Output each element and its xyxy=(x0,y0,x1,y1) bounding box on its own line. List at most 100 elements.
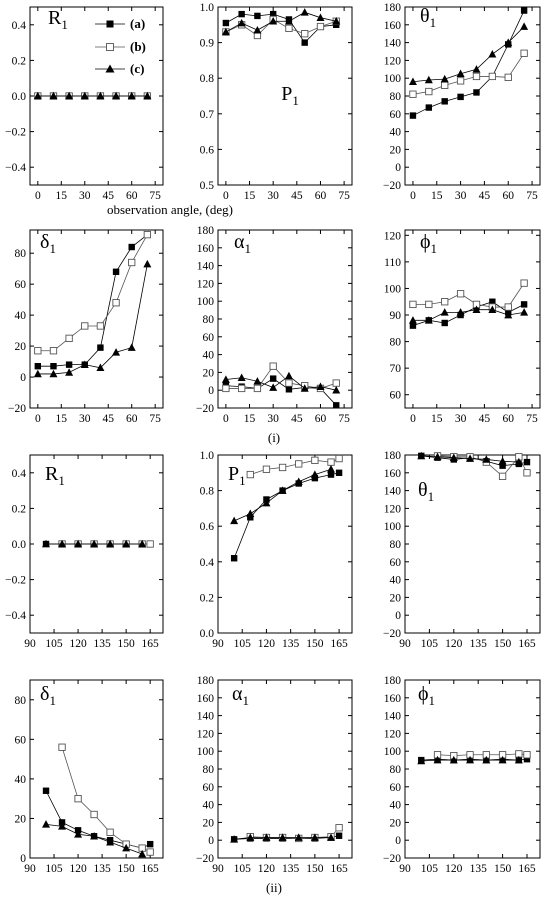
x-tick-label: 60 xyxy=(126,190,138,202)
y-tick-label: 60 xyxy=(390,390,402,402)
x-tick-label: 150 xyxy=(494,863,512,875)
data-point-c xyxy=(449,755,458,764)
y-tick-label: 80 xyxy=(203,764,215,776)
panel-label-sub: 1 xyxy=(292,93,299,108)
data-point-c xyxy=(42,539,51,548)
panel-label-main: δ xyxy=(40,683,49,705)
x-tick-label: 105 xyxy=(421,638,439,650)
x-tick-label: 120 xyxy=(445,638,463,650)
data-point-c xyxy=(96,363,105,372)
y-tick-label: 100 xyxy=(384,521,402,533)
y-tick-label: 0.5 xyxy=(200,180,215,192)
data-point-b xyxy=(311,456,319,464)
data-point-c xyxy=(327,833,336,841)
y-tick-label: 60 xyxy=(390,557,402,569)
y-tick-label: 0.8 xyxy=(200,486,215,498)
data-point-a xyxy=(441,98,448,105)
panel-label-main: α xyxy=(234,231,245,253)
x-tick-label: 165 xyxy=(518,863,536,875)
data-point-a xyxy=(34,363,42,370)
y-tick-label: 140 xyxy=(384,38,402,50)
y-tick-label: 80 xyxy=(15,248,27,260)
data-point-c xyxy=(143,91,152,100)
y-tick-label: 100 xyxy=(197,296,215,308)
x-tick-label: 0 xyxy=(35,413,41,425)
x-tick-label: 135 xyxy=(282,638,300,650)
x-tick-label: 45 xyxy=(479,413,491,425)
data-point-a xyxy=(269,10,277,18)
data-point-c xyxy=(424,316,433,324)
y-tick-label: 180 xyxy=(384,450,402,462)
panel-label-main: ϕ xyxy=(418,683,429,705)
plot-frame xyxy=(29,679,164,859)
data-point-a xyxy=(520,7,528,14)
data-point-b xyxy=(332,379,340,387)
data-point-c xyxy=(230,516,239,525)
y-tick-label: 0 xyxy=(395,162,401,174)
y-tick-label: 120 xyxy=(197,278,215,290)
series-line-c xyxy=(37,263,148,375)
data-point-c xyxy=(514,457,523,466)
x-tick-label: 135 xyxy=(93,863,111,875)
data-point-b xyxy=(285,24,293,33)
data-point-c xyxy=(466,755,475,764)
y-tick-label: 0.0 xyxy=(12,539,27,551)
x-tick-label: 135 xyxy=(470,638,488,650)
y-tick-label: 1.0 xyxy=(200,450,215,462)
data-point-c xyxy=(122,843,131,852)
data-point-a xyxy=(473,89,480,96)
data-point-b xyxy=(106,828,114,836)
data-point-c xyxy=(269,17,278,25)
data-point-c xyxy=(488,49,497,58)
legend-marker-a xyxy=(106,20,114,28)
panel-label-main: P xyxy=(281,83,292,105)
data-point-a xyxy=(97,344,104,351)
y-tick-label: −0.2 xyxy=(5,127,26,139)
data-point-c xyxy=(408,77,417,86)
data-point-c xyxy=(112,91,121,100)
y-tick-label: 100 xyxy=(384,746,402,758)
data-point-c xyxy=(42,820,51,828)
legend-label-b: (b) xyxy=(130,39,146,54)
data-point-b xyxy=(278,463,287,472)
y-tick-label: 0.8 xyxy=(200,73,215,85)
data-point-c xyxy=(74,539,83,548)
y-tick-label: 70 xyxy=(390,363,402,375)
panel-label: α1 xyxy=(234,231,251,256)
y-tick-label: 120 xyxy=(384,55,402,67)
data-point-b xyxy=(441,298,449,306)
plot-frame xyxy=(404,679,541,859)
y-tick-label: 160 xyxy=(197,693,215,705)
data-point-a xyxy=(254,12,261,20)
x-tick-label: 30 xyxy=(455,413,467,425)
y-tick-label: 0.0 xyxy=(12,91,27,103)
data-point-c xyxy=(278,486,287,494)
y-tick-label: −20 xyxy=(383,853,401,865)
y-tick-label: 40 xyxy=(203,800,215,812)
data-point-a xyxy=(42,787,50,794)
data-point-b xyxy=(295,460,303,468)
y-tick-label: 20 xyxy=(390,817,402,829)
legend: (a) (b) (c) xyxy=(95,16,146,76)
y-tick-label: 0 xyxy=(20,853,26,865)
data-point-b xyxy=(246,470,254,479)
panel-label-main: R xyxy=(48,7,62,29)
data-point-b xyxy=(520,49,528,57)
data-point-c xyxy=(433,452,442,461)
x-tick-label: 45 xyxy=(102,190,114,202)
data-point-c xyxy=(143,259,152,268)
data-point-b xyxy=(128,258,136,267)
data-point-c xyxy=(65,368,74,376)
x-tick-label: 45 xyxy=(291,413,303,425)
y-tick-label: 140 xyxy=(384,486,402,498)
panel-label: P1 xyxy=(281,83,299,108)
panel-label-sub: 1 xyxy=(429,693,436,708)
data-point-a xyxy=(65,361,73,368)
data-point-b xyxy=(253,384,262,393)
data-point-c xyxy=(433,755,442,764)
panel-label-sub: 1 xyxy=(49,693,56,708)
data-point-c xyxy=(284,17,293,25)
y-tick-label: 80 xyxy=(390,764,402,776)
data-point-c xyxy=(504,310,513,319)
legend-label-c: (c) xyxy=(130,61,144,76)
